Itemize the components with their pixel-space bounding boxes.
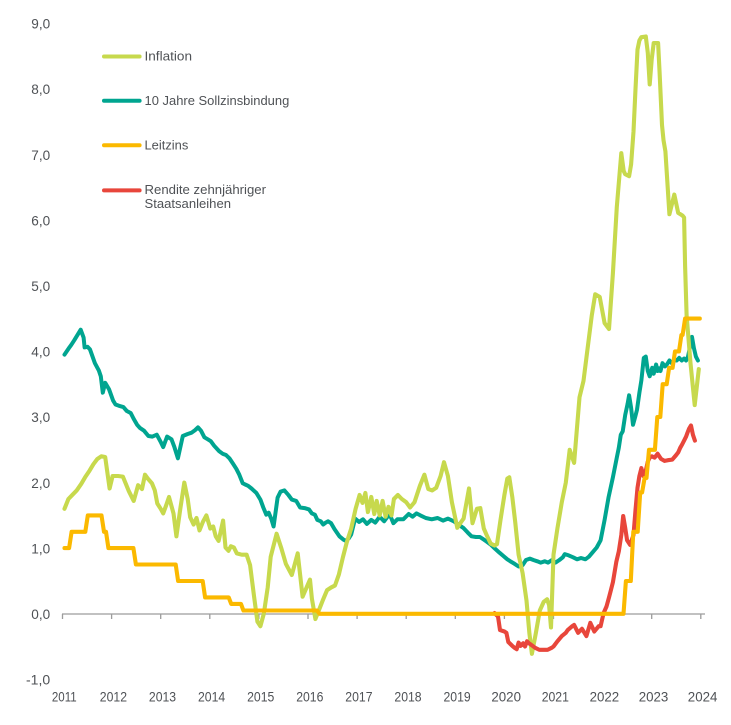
svg-text:2012: 2012 (100, 690, 127, 705)
svg-text:Rendite zehnjähriger: Rendite zehnjähriger (145, 182, 267, 197)
svg-text:2016: 2016 (296, 690, 323, 705)
svg-text:2023: 2023 (639, 690, 669, 705)
svg-text:2,0: 2,0 (31, 476, 50, 491)
svg-text:2017: 2017 (345, 690, 372, 705)
svg-text:Inflation: Inflation (145, 49, 193, 64)
svg-text:2021: 2021 (542, 690, 569, 705)
svg-text:2014: 2014 (198, 690, 226, 705)
svg-text:2018: 2018 (394, 690, 421, 705)
svg-text:4,0: 4,0 (31, 345, 50, 360)
svg-text:3,0: 3,0 (31, 410, 50, 425)
svg-text:1,0: 1,0 (31, 541, 50, 556)
svg-text:9,0: 9,0 (31, 17, 50, 32)
svg-text:2019: 2019 (444, 690, 471, 705)
svg-text:2022: 2022 (590, 690, 620, 705)
svg-text:2013: 2013 (149, 690, 176, 705)
svg-text:2015: 2015 (247, 690, 274, 705)
svg-text:0,0: 0,0 (31, 607, 50, 622)
svg-text:10 Jahre Sollzinsbindung: 10 Jahre Sollzinsbindung (145, 93, 290, 108)
svg-text:Staatsanleihen: Staatsanleihen (145, 196, 232, 211)
svg-text:8,0: 8,0 (31, 82, 50, 97)
svg-text:7,0: 7,0 (31, 148, 50, 163)
svg-text:2024: 2024 (688, 690, 718, 705)
svg-text:2020: 2020 (491, 690, 521, 705)
svg-text:-1,0: -1,0 (26, 673, 51, 688)
svg-text:2011: 2011 (52, 690, 77, 705)
svg-text:Leitzins: Leitzins (145, 137, 189, 152)
svg-text:6,0: 6,0 (31, 213, 50, 228)
svg-text:5,0: 5,0 (31, 279, 50, 294)
